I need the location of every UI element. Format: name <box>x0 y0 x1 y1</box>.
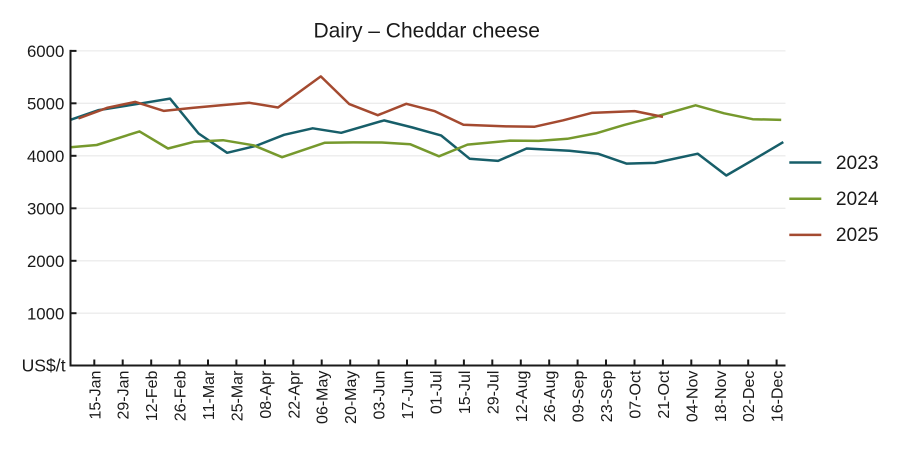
svg-text:12-Aug: 12-Aug <box>514 371 531 423</box>
svg-text:03-Jun: 03-Jun <box>372 371 389 420</box>
svg-text:15-Jul: 15-Jul <box>457 371 474 415</box>
svg-text:01-Jul: 01-Jul <box>429 371 446 415</box>
svg-text:06-May: 06-May <box>315 371 332 424</box>
svg-text:5000: 5000 <box>27 94 64 113</box>
svg-text:2025: 2025 <box>836 225 879 246</box>
svg-text:11-Mar: 11-Mar <box>201 370 218 420</box>
svg-text:08-Apr: 08-Apr <box>258 370 275 419</box>
svg-text:20-May: 20-May <box>343 371 360 424</box>
svg-text:2000: 2000 <box>27 252 64 271</box>
svg-text:12-Feb: 12-Feb <box>144 371 161 422</box>
svg-text:26-Aug: 26-Aug <box>542 371 559 423</box>
svg-text:26-Feb: 26-Feb <box>173 371 190 422</box>
svg-text:6000: 6000 <box>27 42 64 61</box>
svg-text:16-Dec: 16-Dec <box>770 371 787 423</box>
svg-text:29-Jul: 29-Jul <box>485 371 502 415</box>
svg-text:3000: 3000 <box>27 199 64 218</box>
svg-text:US$/t: US$/t <box>22 356 66 376</box>
svg-text:1000: 1000 <box>27 304 64 323</box>
svg-text:29-Jan: 29-Jan <box>116 371 133 420</box>
svg-text:25-Mar: 25-Mar <box>229 370 246 421</box>
svg-text:21-Oct: 21-Oct <box>656 370 673 419</box>
svg-text:4000: 4000 <box>27 147 64 166</box>
svg-text:15-Jan: 15-Jan <box>87 371 104 420</box>
svg-text:17-Jun: 17-Jun <box>400 371 417 420</box>
svg-text:18-Nov: 18-Nov <box>713 371 730 423</box>
svg-text:23-Sep: 23-Sep <box>599 370 616 422</box>
svg-text:22-Apr: 22-Apr <box>286 370 303 419</box>
svg-text:2024: 2024 <box>836 189 879 210</box>
svg-text:04-Nov: 04-Nov <box>684 371 701 423</box>
svg-text:02-Dec: 02-Dec <box>741 371 758 423</box>
svg-text:09-Sep: 09-Sep <box>571 370 588 422</box>
svg-text:2023: 2023 <box>836 153 879 174</box>
svg-text:Dairy – Cheddar cheese: Dairy – Cheddar cheese <box>313 20 539 43</box>
svg-text:07-Oct: 07-Oct <box>628 370 645 419</box>
